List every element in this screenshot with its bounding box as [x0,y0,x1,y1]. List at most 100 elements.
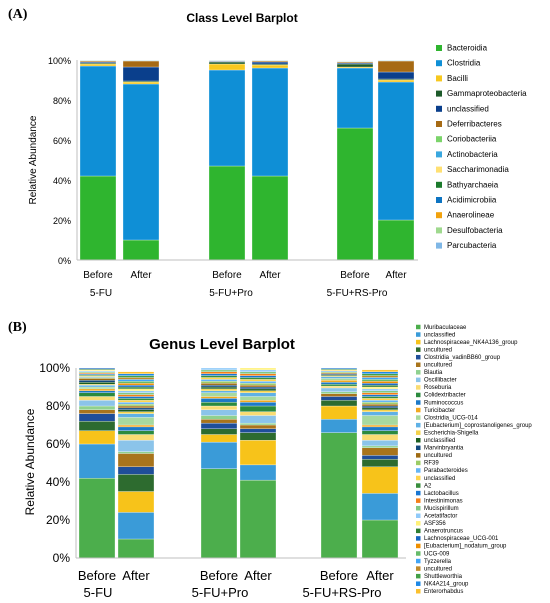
chart-b-bar-segment [239,373,277,376]
chart-b-bar-segment [320,383,358,387]
chart-b-bar-segment [361,415,399,426]
chart-b-bar-segment [320,382,358,385]
chart-b-bar-segment [117,512,155,540]
chart-b-legend-label: ASF356 [424,521,446,527]
chart-b-bar-segment [239,440,277,466]
chart-b-bars [78,367,399,559]
chart-b-legend-swatch [416,407,421,413]
chart-b-legend-swatch [416,490,421,496]
chart-b-bar-segment [361,386,399,390]
chart-b-legend-label: unclassified [424,332,455,338]
chart-b-bar-segment [200,367,238,371]
chart-b-bar-segment [200,419,238,424]
chart-b-bar-segment [200,402,238,407]
chart-b-legend-label: Lachnospiraceae_NK4A136_group [424,340,518,346]
chart-a-legend-label: Parcubacteria [447,241,497,250]
chart-b-bar-segment [200,384,238,388]
chart-b-legend-item: uncultured [416,347,452,353]
chart-a-bar-segment [251,175,289,261]
chart-a-bar-segment [79,60,117,63]
chart-a-legend-item: Bacteroidia [436,44,488,53]
chart-b-bar-stack [239,367,277,559]
chart-b-y-tick-label: 60% [46,437,70,451]
chart-b-bar-segment [117,398,155,401]
chart-b-legend-swatch [416,415,421,420]
chart-b-legend-item: uncultured [416,566,452,572]
chart-b-legend-label: Lactobacillus [424,491,459,497]
chart-a-legend-label: Bacteroidia [447,44,488,53]
chart-b-bar-segment [361,440,399,447]
chart-b-bar-segment [361,466,399,494]
chart-b-legend-item: Marvinbryantia [416,445,464,452]
chart-b-legend-swatch [416,505,421,511]
chart-b-legend-item: NK4A214_group [416,581,469,587]
chart-b-bar-segment [361,375,399,378]
chart-b-bar-segment [361,379,399,382]
chart-b-bar-segment [78,405,116,410]
chart-b-bar-segment [78,388,116,391]
chart-b-bar-segment [78,443,116,479]
chart-b-legend-label: uncultured [424,453,452,459]
chart-b-legend-swatch [416,573,421,579]
chart-a-bar-stack [122,59,160,261]
chart-a-legend-item: Coriobacteriia [436,135,497,144]
chart-b-legend-swatch [416,513,421,518]
chart-b-bar-segment [117,403,155,407]
chart-a-bar-segment [377,79,415,83]
chart-b-legend-swatch [416,392,421,398]
chart-b-bar-segment [200,434,238,443]
chart-a-legend-label: Deferribacteres [447,120,502,129]
chart-b-bar-segment [361,394,399,397]
chart-b-legend-swatch [416,362,421,367]
chart-a-legend-swatch [436,105,442,112]
chart-a-y-tick-label: 20% [53,216,71,226]
chart-b-legend-label: Intestinimonas [424,498,463,504]
chart-b-bar-segment [117,381,155,384]
chart-b-bar-segment [361,434,399,441]
chart-b-bar-segment [239,428,277,433]
chart-a-bar-segment [251,64,289,69]
chart-a-legend-swatch [436,151,442,158]
chart-a-legend-swatch [436,136,442,143]
chart-b-legend-swatch [416,332,421,337]
chart-b-bar-segment [239,390,277,393]
chart-b-bar-segment [117,394,155,397]
chart-a-category-label: Before [340,270,370,281]
chart-b-legend-label: Oscillibacter [424,378,457,384]
chart-b-bar-segment [239,377,277,380]
chart-b-legend-item: Turicibacter [416,407,455,414]
chart-b-bar-segment [361,384,399,388]
chart-a-legend-swatch [436,90,442,97]
chart-b-bar-segment [239,386,277,390]
chart-a-legend-label: Anaerolineae [447,211,495,220]
chart-a-legend-swatch [436,60,442,67]
chart-a-bar-segment [336,67,374,129]
chart-b-bar-segment [361,383,399,386]
chart-b-bar-segment [117,396,155,399]
chart-b-legend-swatch [416,377,421,383]
chart-b-bar-segment [200,396,238,399]
chart-b-legend-item: unclassified [416,438,455,444]
chart-b-bar-segment [361,400,399,403]
chart-b-bar-segment [117,375,155,378]
chart-b-legend-item: Shuttleworthia [416,573,463,580]
chart-b-legend-item: Muribaculaceae [416,324,467,331]
chart-b-category-label: Before [78,568,116,583]
chart-b-category-label: After [244,568,272,583]
chart-b-bar-segment [200,409,238,416]
chart-b-bar-segment [361,390,399,393]
chart-b-bar-segment [239,384,277,388]
chart-b-legend-label: Tyzzerella [424,559,452,565]
chart-b-bar-segment [361,377,399,380]
chart-b-bar-segment [361,398,399,401]
chart-b-bar-segment [117,390,155,393]
chart-b-legend-swatch [416,566,421,571]
chart-b-bar-segment [117,371,155,374]
chart-b-legend-label: unclassified [424,476,455,482]
chart-b-legend-item: RF39 [416,460,439,467]
chart-b-legend-swatch [416,558,421,564]
chart-b-bar-segment [320,419,358,433]
chart-b-legend-label: Anaerotruncus [424,529,463,535]
chart-b-bar-segment [361,392,399,395]
chart-b-bar-segment [239,405,277,412]
